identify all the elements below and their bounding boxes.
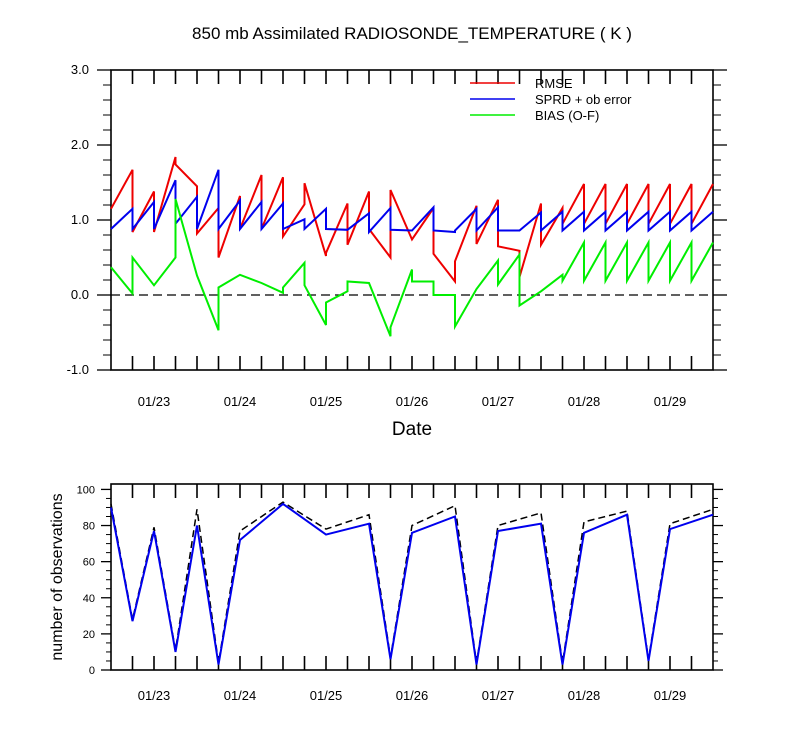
top-x-tick-label: 01/23 (138, 394, 171, 409)
top-x-tick-label: 01/26 (396, 394, 429, 409)
bottom-series-possible-observations (110, 501, 714, 663)
bottom-x-tick-label: 01/28 (568, 688, 601, 703)
top-y-tick-label: 0.0 (71, 287, 89, 302)
bottom-y-tick-label: 40 (83, 593, 95, 605)
top-y-tick-label: 3.0 (71, 62, 89, 77)
chart-title: 850 mb Assimilated RADIOSONDE_TEMPERATUR… (192, 24, 632, 43)
bottom-x-tick-label: 01/27 (482, 688, 515, 703)
legend-label: BIAS (O-F) (535, 108, 599, 123)
bottom-y-tick-label: 20 (83, 629, 95, 641)
top-x-tick-label: 01/24 (224, 394, 257, 409)
top-series-bias-o-f (110, 198, 714, 337)
bottom-x-tick-label: 01/26 (396, 688, 429, 703)
top-x-tick-label: 01/28 (568, 394, 601, 409)
bottom-panel: 01/23 01/24 01/25 01/26 01/27 01/28 01/29 0 20 40… (77, 483, 723, 703)
x-axis-label: Date (392, 419, 432, 440)
bottom-x-tick-label: 01/25 (310, 688, 343, 703)
bottom-y-tick-label: 80 (83, 521, 95, 533)
top-y-tick-label: -1.0 (67, 362, 89, 377)
top-y-tick-label: 1.0 (71, 212, 89, 227)
top-series-sprd-ob-error (110, 169, 714, 235)
bottom-x-tick-label: 01/24 (224, 688, 257, 703)
legend-label: RMSE (535, 76, 573, 91)
top-x-tick-label: 01/29 (654, 394, 687, 409)
bottom-y-tick-label: 60 (83, 557, 95, 569)
y-axis-label-bottom: number of observations (49, 493, 66, 660)
top-y-tick-label: 2.0 (71, 137, 89, 152)
bottom-x-tick-label: 01/23 (138, 688, 171, 703)
top-panel: 01/23 01/24 01/25 01/26 01/27 01/28 01/29 -1.0 0… (67, 62, 727, 409)
top-x-tick-label: 01/25 (310, 394, 343, 409)
bottom-series-assimilated-observations (110, 502, 714, 665)
bottom-y-tick-label: 100 (77, 484, 95, 496)
legend-label: SPRD + ob error (535, 92, 632, 107)
top-x-tick-label: 01/27 (482, 394, 515, 409)
bottom-y-tick-label: 0 (89, 665, 95, 677)
bottom-x-tick-label: 01/29 (654, 688, 687, 703)
